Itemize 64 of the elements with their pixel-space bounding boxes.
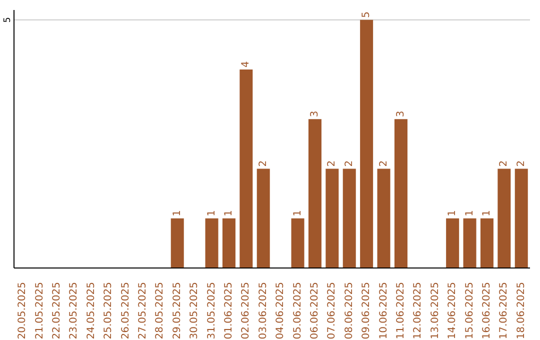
- data-label: 1: [292, 210, 304, 216]
- x-tick-label: 14.06.2025: [447, 282, 458, 340]
- bar: [446, 218, 460, 268]
- data-label: 2: [516, 160, 527, 167]
- bar: [291, 218, 304, 268]
- bar: [514, 168, 528, 268]
- bar: [240, 70, 253, 268]
- x-tick-label: 02.06.2025: [240, 282, 252, 340]
- x-tick-label: 21.05.2025: [34, 282, 46, 340]
- x-tick-label: 07.06.2025: [326, 282, 338, 340]
- x-tick-label: 20.05.2025: [17, 282, 28, 340]
- x-tick-label: 22.05.2025: [52, 282, 62, 340]
- x-tick-label: 18.06.2025: [516, 282, 527, 340]
- x-tick-label: 11.06.2025: [396, 282, 406, 340]
- x-tick-label: 25.05.2025: [103, 282, 114, 340]
- x-tick-label: 31.05.2025: [206, 282, 218, 340]
- x-tick-label: 04.06.2025: [275, 282, 286, 340]
- x-tick-label: 13.06.2025: [430, 282, 441, 340]
- data-label: 1: [172, 210, 183, 216]
- x-tick-label: 23.05.2025: [68, 282, 80, 340]
- data-label: 2: [498, 160, 510, 167]
- bar: [394, 119, 408, 268]
- bar: [308, 119, 322, 268]
- data-label: 2: [378, 160, 390, 167]
- data-label: 2: [258, 160, 269, 167]
- x-tick-label: 17.06.2025: [498, 282, 510, 340]
- bar: [326, 168, 339, 268]
- x-tick-label: 28.05.2025: [154, 282, 166, 340]
- data-label: 5: [361, 12, 372, 18]
- bar: [205, 218, 218, 268]
- bar: [170, 218, 184, 268]
- data-label: 1: [223, 210, 234, 216]
- bar: [342, 168, 356, 268]
- x-tick-label: 09.06.2025: [361, 282, 372, 340]
- data-label: 4: [240, 61, 252, 68]
- x-tick-label: 08.06.2025: [344, 282, 355, 340]
- bar: [480, 218, 494, 268]
- x-tick-label: 27.05.2025: [138, 282, 148, 340]
- data-label: 2: [326, 160, 338, 167]
- x-tick-label: 24.05.2025: [86, 282, 97, 340]
- bar: [498, 168, 511, 268]
- data-label: 1: [481, 210, 492, 216]
- x-tick-label: 30.05.2025: [189, 282, 200, 340]
- data-label: 1: [464, 210, 476, 216]
- bar: [463, 218, 476, 268]
- data-label: 3: [395, 110, 406, 118]
- x-tick-label: 01.06.2025: [224, 282, 234, 340]
- data-label: 1: [447, 210, 458, 216]
- x-tick-label: 29.05.2025: [172, 282, 183, 340]
- x-tick-label: 16.06.2025: [482, 282, 492, 340]
- bar: [377, 168, 390, 268]
- x-tick-label: 06.06.2025: [310, 282, 320, 340]
- x-tick-label: 26.05.2025: [120, 282, 132, 340]
- x-tick-label: 12.06.2025: [412, 282, 424, 340]
- bar: [360, 20, 374, 268]
- data-label: 3: [309, 110, 320, 118]
- x-tick-label: 05.06.2025: [292, 282, 304, 340]
- data-label: 1: [206, 210, 218, 216]
- bar: [222, 218, 236, 268]
- x-tick-label: 03.06.2025: [258, 282, 269, 340]
- x-tick-label: 15.06.2025: [464, 282, 476, 340]
- bar: [256, 168, 270, 268]
- x-tick-label: 10.06.2025: [378, 282, 390, 340]
- data-label: 2: [344, 160, 355, 167]
